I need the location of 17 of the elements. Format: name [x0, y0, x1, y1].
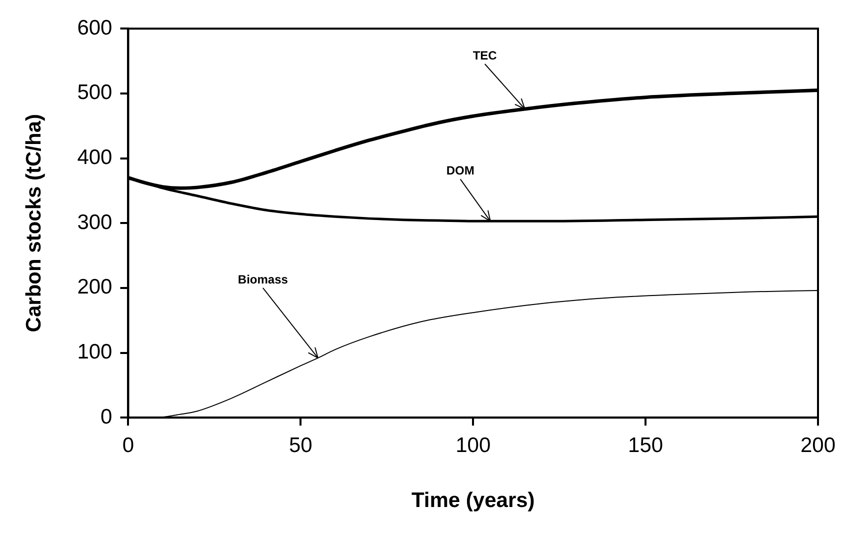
x-axis-title: Time (years) [411, 489, 535, 512]
annotation: Biomass [238, 272, 288, 286]
x-tick-label: 50 [289, 434, 312, 457]
y-tick-label: 100 [77, 340, 112, 364]
x-tick-label: 150 [628, 434, 664, 457]
y-tick-label: 500 [77, 81, 112, 104]
x-tick-label: 100 [456, 434, 491, 457]
x-tick-label: 200 [800, 434, 836, 457]
y-tick-label: 0 [100, 405, 112, 428]
annotation: DOM [446, 163, 474, 178]
x-tick-label: 0 [122, 434, 134, 457]
y-tick-label: 600 [77, 16, 112, 40]
annotation: TEC [472, 48, 498, 62]
y-tick-label: 200 [77, 276, 112, 299]
y-axis-title: Carbon stocks (tC/ha) [22, 114, 46, 332]
y-tick-label: 300 [77, 210, 112, 234]
y-tick-label: 400 [77, 146, 112, 170]
